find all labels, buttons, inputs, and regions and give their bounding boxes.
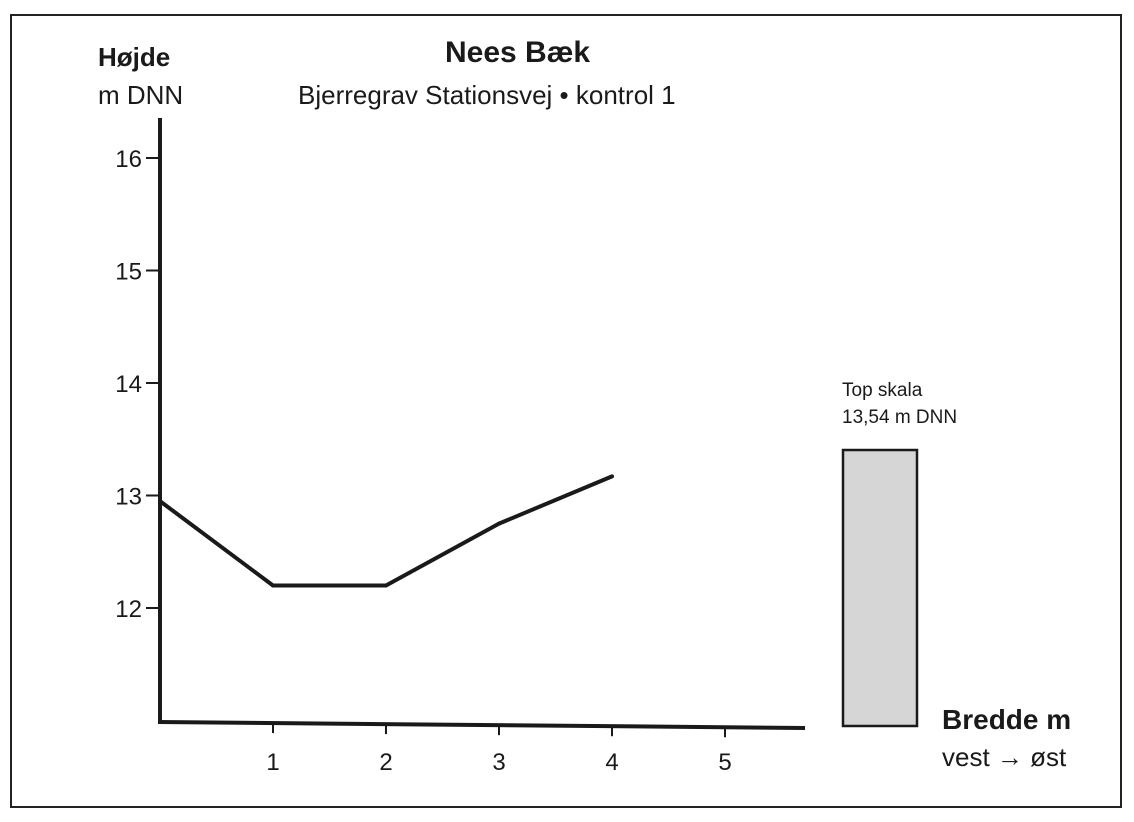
x-ticks: 1 2 3 4 5 xyxy=(266,723,732,776)
y-axis-label: Højde xyxy=(98,42,171,72)
staff-gauge-bar xyxy=(841,448,919,728)
scale-annotation-line2: 13,54 m DNN xyxy=(842,407,958,428)
chart-frame xyxy=(10,14,1122,808)
profile-point xyxy=(497,521,501,526)
y-axis-unit: m DNN xyxy=(98,80,184,110)
series xyxy=(158,474,614,588)
x-tick-label: 2 xyxy=(379,749,392,776)
x-tick-label: 1 xyxy=(266,749,279,776)
profile-point xyxy=(384,583,388,588)
x-tick-label: 5 xyxy=(718,749,731,776)
profile-point xyxy=(610,474,614,479)
profile-line xyxy=(158,474,613,588)
scale-annotation-line1: Top skala xyxy=(842,380,923,401)
x-axis-label: Bredde m xyxy=(942,704,1072,735)
y-tick-label: 12 xyxy=(115,596,142,623)
chart-title: Nees Bæk xyxy=(445,36,591,69)
y-tick-label: 15 xyxy=(115,259,142,286)
y-ticks: 12 13 14 15 16 xyxy=(115,146,160,623)
y-tick-label: 16 xyxy=(115,146,142,173)
x-axis-direction: vest → øst xyxy=(942,742,1067,772)
x-axis-line xyxy=(157,720,806,730)
y-tick-label: 13 xyxy=(115,484,142,511)
y-tick-label: 14 xyxy=(115,371,142,398)
profile-point xyxy=(158,499,162,504)
profile-point xyxy=(271,583,275,588)
x-tick-label: 3 xyxy=(492,749,505,776)
chart-subtitle: Bjerregrav Stationsvej • kontrol 1 xyxy=(298,80,676,110)
x-tick-label: 4 xyxy=(605,749,618,776)
